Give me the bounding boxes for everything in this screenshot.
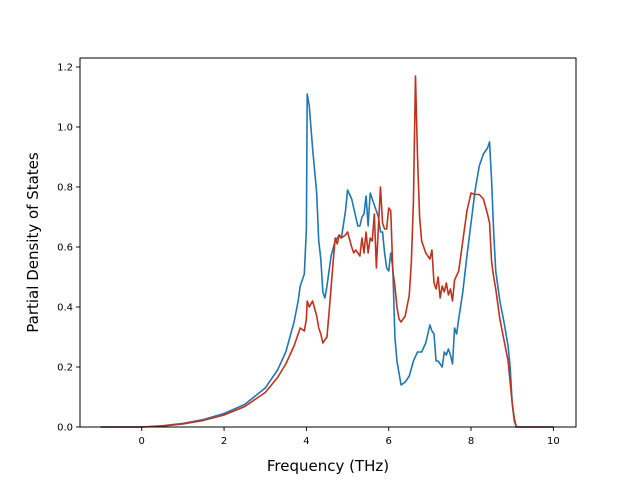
y-axis-label: Partial Density of States	[24, 152, 42, 333]
y-tick-label: 0.0	[57, 423, 73, 434]
x-tick-label: 2	[221, 436, 227, 447]
y-axis-ticks: 0.0 0.2 0.4 0.6 0.8 1.0 1.2	[57, 63, 80, 434]
x-tick-label: 8	[468, 436, 474, 447]
y-tick-label: 0.6	[57, 243, 73, 254]
x-tick-label: 4	[303, 436, 309, 447]
x-tick-label: 0	[139, 436, 145, 447]
x-axis-ticks: 0 2 4 6 8 10	[139, 427, 560, 447]
series-layer	[100, 75, 554, 428]
pdos-series-1-line	[100, 93, 554, 428]
x-axis-label: Frequency (THz)	[267, 457, 389, 475]
x-tick-label: 6	[386, 436, 392, 447]
y-tick-label: 0.8	[57, 183, 73, 194]
y-tick-label: 1.0	[57, 123, 73, 134]
pdos-series-2-line	[100, 75, 554, 428]
y-tick-label: 1.2	[57, 63, 73, 74]
x-tick-label: 10	[547, 436, 560, 447]
y-tick-label: 0.4	[57, 303, 73, 314]
y-tick-label: 0.2	[57, 363, 73, 374]
axes-frame	[79, 57, 577, 428]
